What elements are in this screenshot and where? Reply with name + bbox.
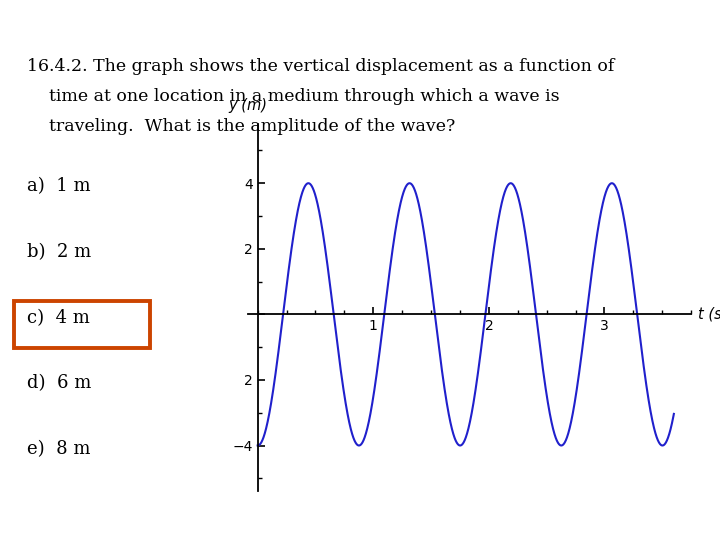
Text: c)  4 m: c) 4 m	[27, 309, 90, 327]
Text: b)  2 m: b) 2 m	[27, 243, 91, 261]
Text: y (m): y (m)	[228, 98, 267, 113]
Text: traveling.  What is the amplitude of the wave?: traveling. What is the amplitude of the …	[27, 118, 456, 136]
Text: Ⓣ: Ⓣ	[9, 8, 22, 28]
FancyBboxPatch shape	[14, 301, 150, 348]
Text: t (s): t (s)	[698, 307, 720, 322]
Text: time at one location in a medium through which a wave is: time at one location in a medium through…	[27, 88, 560, 105]
Text: d)  6 m: d) 6 m	[27, 374, 91, 393]
Text: e)  8 m: e) 8 m	[27, 440, 91, 458]
Text: a)  1 m: a) 1 m	[27, 178, 91, 195]
Text: 16.4.2. The graph shows the vertical displacement as a function of: 16.4.2. The graph shows the vertical dis…	[27, 58, 615, 75]
Text: WILEY: WILEY	[35, 9, 98, 26]
